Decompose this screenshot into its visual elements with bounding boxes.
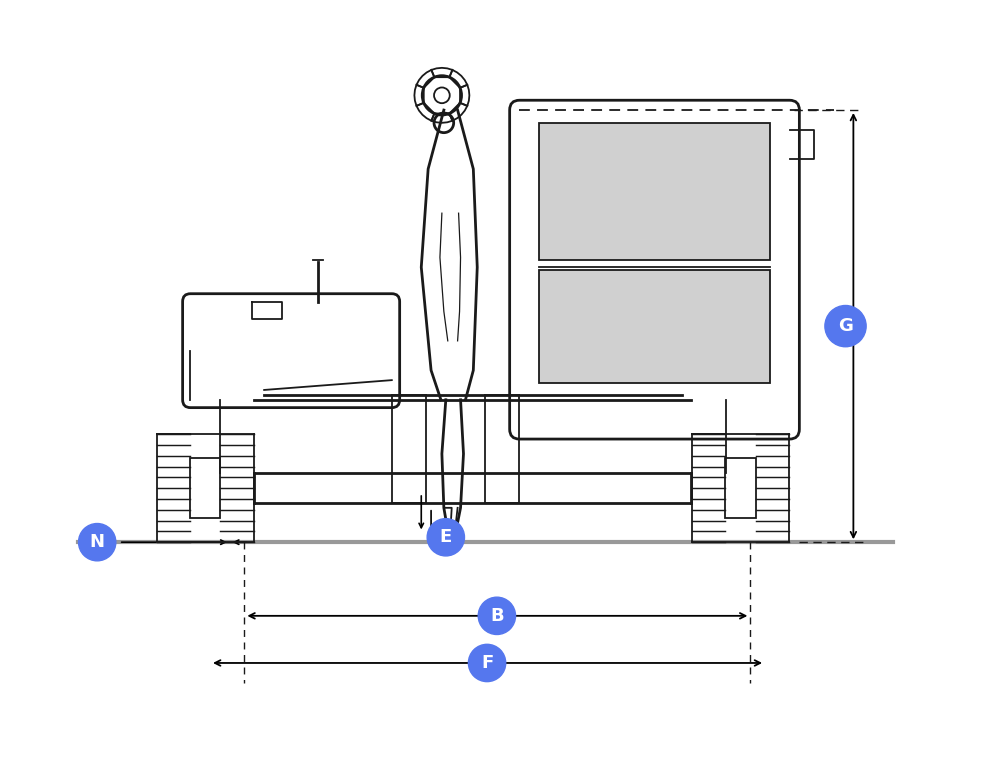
Text: E: E <box>439 529 452 546</box>
Circle shape <box>468 644 506 682</box>
Bar <box>540 270 770 383</box>
Text: N: N <box>89 533 105 551</box>
Bar <box>725 459 755 518</box>
Circle shape <box>78 524 116 561</box>
Circle shape <box>427 518 464 556</box>
Bar <box>540 122 770 260</box>
Text: G: G <box>838 317 852 335</box>
Text: B: B <box>490 607 503 625</box>
Bar <box>190 459 221 518</box>
Circle shape <box>478 598 516 635</box>
Circle shape <box>825 305 866 346</box>
Text: F: F <box>481 654 493 672</box>
